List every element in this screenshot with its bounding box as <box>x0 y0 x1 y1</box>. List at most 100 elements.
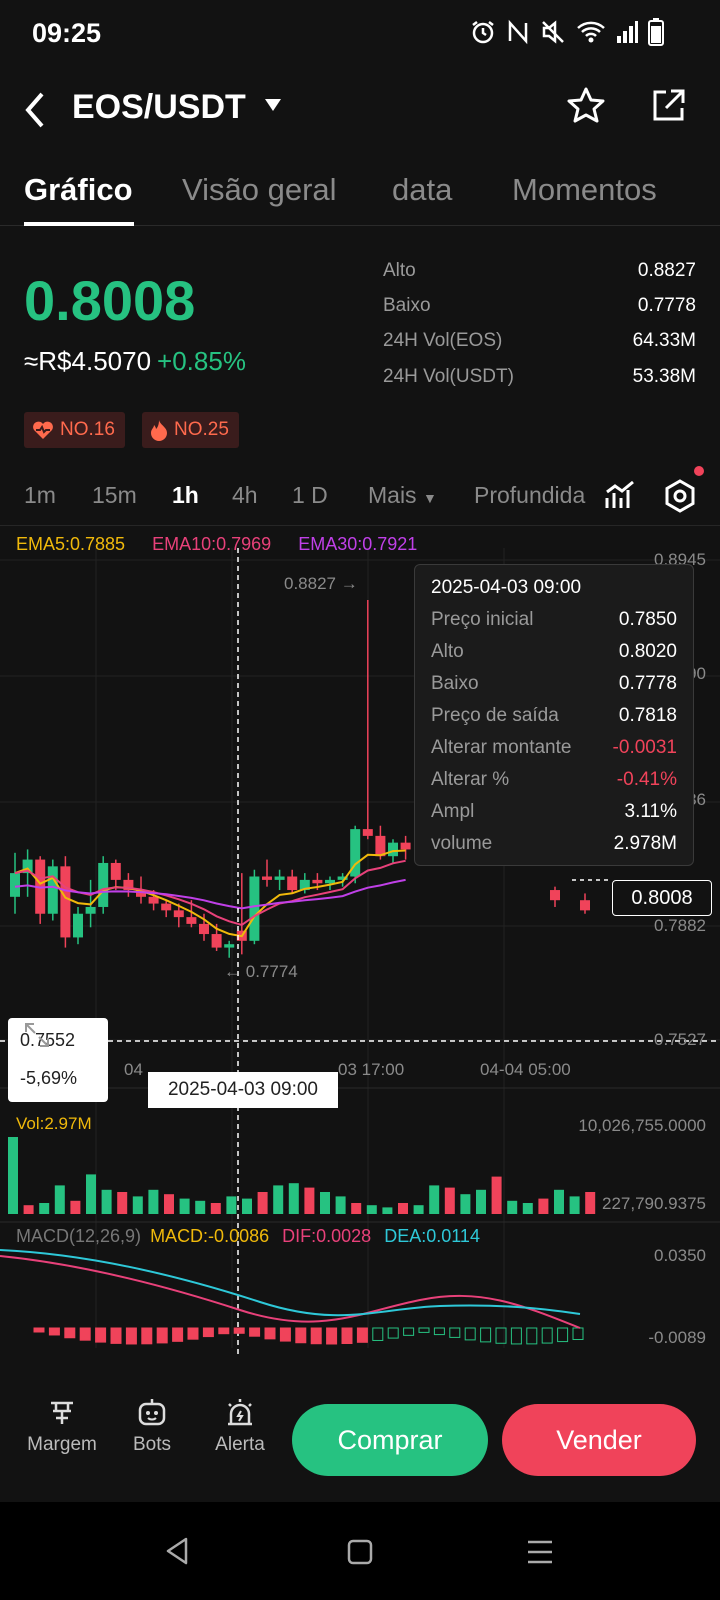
volume-bar <box>366 1205 377 1214</box>
interval-bar: 1m 15m 1h 4h 1 D Mais ▼ Profundida <box>0 466 720 526</box>
interval-15m[interactable]: 15m <box>92 482 137 508</box>
macd-histogram-bar <box>541 1327 553 1344</box>
interval-1h[interactable]: 1h <box>172 482 199 508</box>
back-arrow-icon[interactable] <box>22 90 48 130</box>
macd-histogram-bar <box>33 1327 45 1333</box>
candle-body <box>136 890 146 897</box>
stat-vol-eos-value: 64.33M <box>632 330 696 351</box>
macd-histogram-bar <box>449 1327 461 1338</box>
time-axis-label: 04 <box>124 1060 143 1079</box>
macd-histogram-bar <box>418 1327 430 1333</box>
tooltip-value: 3.11% <box>624 801 677 822</box>
candle-body <box>161 903 172 911</box>
tooltip-label: Preço de saída <box>431 705 559 726</box>
cursor-price-box: 0.7552 -5,69% <box>8 1018 108 1102</box>
stat-high-value: 0.8827 <box>637 260 696 281</box>
alert-button[interactable]: Alerta <box>200 1398 280 1456</box>
expand-icon[interactable] <box>24 1022 50 1048</box>
tooltip-label: Ampl <box>431 801 475 822</box>
interval-1m[interactable]: 1m <box>24 482 56 508</box>
nav-menu-icon[interactable] <box>526 1538 554 1566</box>
volume-bar <box>585 1192 596 1214</box>
last-price: 0.8008 <box>24 269 196 332</box>
volume-bar <box>569 1196 580 1214</box>
candle-body <box>274 876 285 880</box>
candle-body <box>73 913 83 938</box>
ema5-label: EMA5:0.7885 <box>16 534 126 554</box>
macd-histogram-bar <box>356 1327 368 1343</box>
margin-label: Margem <box>27 1434 97 1455</box>
caret-down-icon[interactable] <box>264 98 282 112</box>
high-annotation: 0.8827 → <box>284 574 358 593</box>
stat-vol-usdt-label: 24H Vol(USDT) <box>383 366 514 387</box>
tooltip-row: Baixo 0.7778 <box>431 673 677 695</box>
bottom-action-bar: Margem Bots Alerta Comprar Vender <box>0 1380 720 1480</box>
margin-button[interactable]: Margem <box>22 1398 102 1456</box>
macd-histogram-bar <box>464 1327 476 1341</box>
share-icon[interactable] <box>650 88 686 124</box>
cursor-pct: -5,69% <box>20 1068 78 1088</box>
candle-body <box>337 876 348 880</box>
candle-body <box>388 842 398 857</box>
volume-bar <box>507 1200 518 1214</box>
rank-badge-heart[interactable]: NO.16 <box>24 412 125 448</box>
volume-bar <box>164 1194 174 1214</box>
macd-histogram-bar <box>372 1327 384 1341</box>
volume-bar <box>398 1203 408 1214</box>
rank-badge-fire[interactable]: NO.25 <box>142 412 239 448</box>
buy-button[interactable]: Comprar <box>292 1404 488 1476</box>
chart-canvas[interactable] <box>0 528 720 1378</box>
candle-body <box>325 879 335 884</box>
macd-histogram-bar <box>141 1327 153 1345</box>
bots-label: Bots <box>132 1434 172 1455</box>
tooltip-row: Alterar % -0.41% <box>431 769 677 791</box>
volume-bar <box>179 1198 190 1214</box>
nav-home-icon[interactable] <box>346 1538 374 1566</box>
candle-body <box>22 859 33 874</box>
cursor-date: 2025-04-03 09:00 <box>148 1072 338 1108</box>
interval-more[interactable]: Mais ▼ <box>368 482 437 509</box>
candle-body <box>362 829 373 836</box>
tab-data[interactable]: data <box>392 172 453 207</box>
candle-body <box>186 917 197 924</box>
star-icon[interactable] <box>566 86 606 126</box>
volume-bar <box>351 1203 362 1214</box>
tooltip-value: 0.7850 <box>618 609 677 630</box>
sell-button[interactable]: Vender <box>502 1404 696 1476</box>
nav-back-icon[interactable] <box>164 1536 190 1566</box>
stat-low-label: Baixo <box>383 295 431 316</box>
indicator-chart-icon[interactable] <box>604 480 636 512</box>
kline-chart[interactable]: EMA5:0.7885 EMA10:0.7969 EMA30:0.7921 0.… <box>0 528 720 1378</box>
volume-bar <box>554 1189 564 1214</box>
candle-body <box>148 896 159 904</box>
macd-legend: MACD(12,26,9) MACD:-0.0086 DIF:0.0028 DE… <box>16 1226 480 1247</box>
macd-min: -0.0089 <box>648 1328 706 1347</box>
tooltip-label: Alterar % <box>431 769 510 790</box>
price-change: +0.85% <box>157 346 246 376</box>
macd-histogram-bar <box>341 1327 353 1345</box>
candle-body <box>350 829 361 877</box>
volume-max: 10,026,755.0000 <box>578 1116 706 1135</box>
tab-grafico[interactable]: Gráfico <box>24 172 133 207</box>
interval-4h[interactable]: 4h <box>232 482 258 508</box>
ema10-label: EMA10:0.7969 <box>152 534 272 554</box>
macd-histogram-bar <box>495 1327 507 1344</box>
volume-bar <box>242 1198 252 1214</box>
macd-title: MACD(12,26,9) <box>16 1226 142 1246</box>
tab-visao-geral[interactable]: Visão geral <box>182 172 337 207</box>
system-nav-bar <box>0 1502 720 1600</box>
nfc-icon <box>508 19 528 45</box>
volume-bar <box>8 1137 18 1214</box>
interval-1d[interactable]: 1 D <box>292 482 328 508</box>
candle-body <box>224 944 235 948</box>
interval-more-label: Mais <box>368 482 417 508</box>
interval-depth[interactable]: Profundida <box>474 482 586 508</box>
fiat-price: ≈R$4.5070 +0.85% <box>24 346 246 377</box>
candle-body <box>123 879 134 891</box>
dif-value: DIF:0.0028 <box>282 1226 372 1246</box>
volume-bar <box>226 1196 237 1214</box>
bots-button[interactable]: Bots <box>112 1398 192 1456</box>
settings-hex-icon[interactable] <box>662 478 698 514</box>
pair-title[interactable]: EOS/USDT <box>72 88 246 126</box>
tab-momentos[interactable]: Momentos <box>512 172 657 207</box>
